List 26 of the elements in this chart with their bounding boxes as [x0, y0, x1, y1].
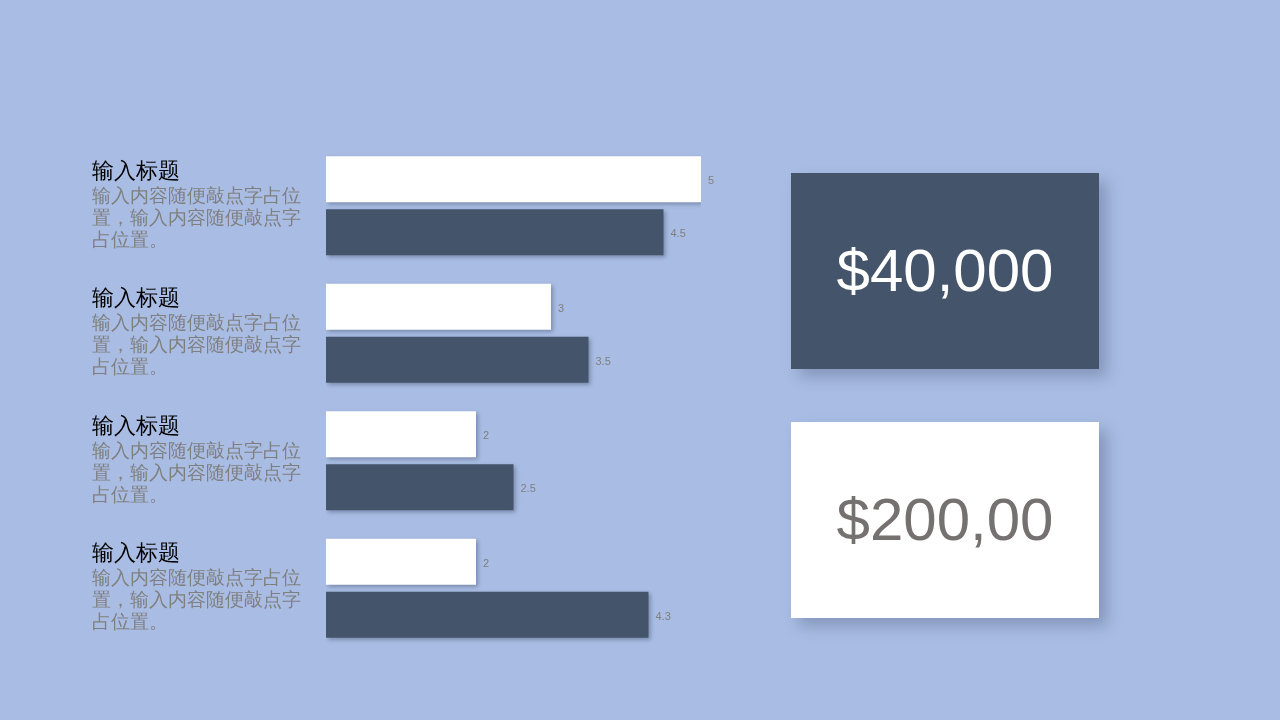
text: 输入内容随便敲点字占位置，输入内容随便敲点字占位置。	[92, 567, 302, 634]
y-tick-label: 输入标题	[92, 284, 180, 313]
text: $200,00	[836, 485, 1054, 555]
text: $40,000	[836, 236, 1054, 306]
y-tick-label: 输入标题	[92, 539, 180, 568]
data-label: 2	[483, 429, 490, 442]
bar	[326, 156, 701, 203]
text: 输入内容随便敲点字占位置，输入内容随便敲点字占位置。	[92, 312, 302, 379]
data-label: 2.5	[520, 482, 536, 495]
text: 输入内容随便敲点字占位置，输入内容随便敲点字占位置。	[92, 184, 302, 251]
bar	[326, 336, 589, 383]
bar	[326, 209, 664, 256]
bar	[326, 283, 551, 330]
text: 输入内容随便敲点字占位置，输入内容随便敲点字占位置。	[92, 439, 302, 506]
data-label: 2	[483, 556, 490, 569]
bar	[326, 591, 649, 638]
data-label: 3	[558, 301, 565, 314]
bar	[326, 411, 476, 458]
data-label: 5	[708, 174, 715, 187]
data-label: 3.5	[595, 354, 611, 367]
y-tick-label: 输入标题	[92, 156, 180, 185]
bar	[326, 538, 476, 585]
bar	[326, 464, 514, 511]
data-label: 4.3	[655, 609, 671, 622]
data-label: 4.5	[670, 227, 686, 240]
y-tick-label: 输入标题	[92, 411, 180, 440]
